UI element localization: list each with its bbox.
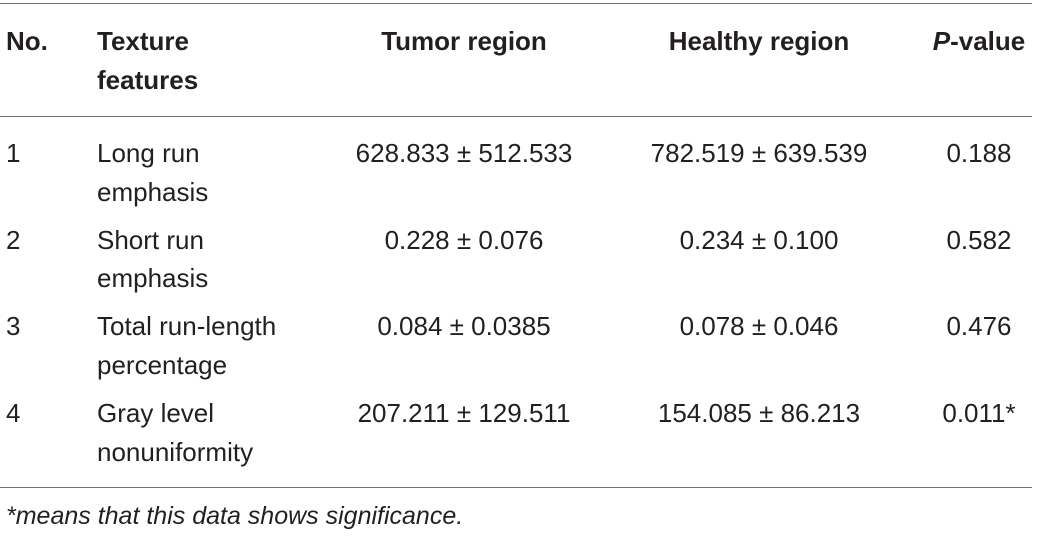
feature-name-line2: emphasis (97, 177, 209, 207)
header-tumor: Tumor region (381, 26, 547, 56)
feature-name-line2: emphasis (97, 263, 209, 293)
tumor-value: 0.084 ± 0.0385 (377, 311, 551, 341)
header-no: No. (6, 26, 48, 56)
header-feature-line1: Texture (97, 26, 189, 56)
top-rule (0, 3, 1032, 4)
tumor-value: 0.228 ± 0.076 (384, 225, 544, 255)
row-number: 2 (6, 225, 21, 255)
healthy-value: 0.078 ± 0.046 (679, 311, 839, 341)
table-footnote: *means that this data shows significance… (6, 502, 464, 530)
feature-name-line1: Long run (97, 138, 200, 168)
header-healthy: Healthy region (668, 26, 850, 56)
healthy-value: 154.085 ± 86.213 (657, 398, 861, 428)
feature-name-line1: Total run-length (97, 311, 277, 341)
healthy-value: 0.234 ± 0.100 (679, 225, 839, 255)
p-value: 0.011* (942, 398, 1016, 428)
header-p-suffix: -value (950, 26, 1026, 56)
bottom-rule (0, 487, 1032, 488)
feature-name-line1: Short run (97, 225, 204, 255)
tumor-value: 207.211 ± 129.511 (357, 398, 571, 428)
row-number: 4 (6, 398, 21, 428)
p-value: 0.476 (946, 311, 1012, 341)
header-p-value: P-value (920, 23, 1038, 60)
row-number: 3 (6, 311, 21, 341)
feature-name-line2: percentage (97, 350, 228, 380)
header-rule (0, 116, 1032, 117)
tumor-value: 628.833 ± 512.533 (355, 138, 573, 168)
header-p-letter: P (932, 26, 951, 56)
row-number: 1 (6, 138, 21, 168)
feature-name-line2: nonuniformity (97, 437, 254, 467)
healthy-value: 782.519 ± 639.539 (650, 138, 868, 168)
feature-name-line1: Gray level (97, 398, 215, 428)
p-value: 0.582 (946, 225, 1012, 255)
p-value: 0.188 (946, 138, 1012, 168)
header-feature-line2: features (97, 65, 199, 95)
